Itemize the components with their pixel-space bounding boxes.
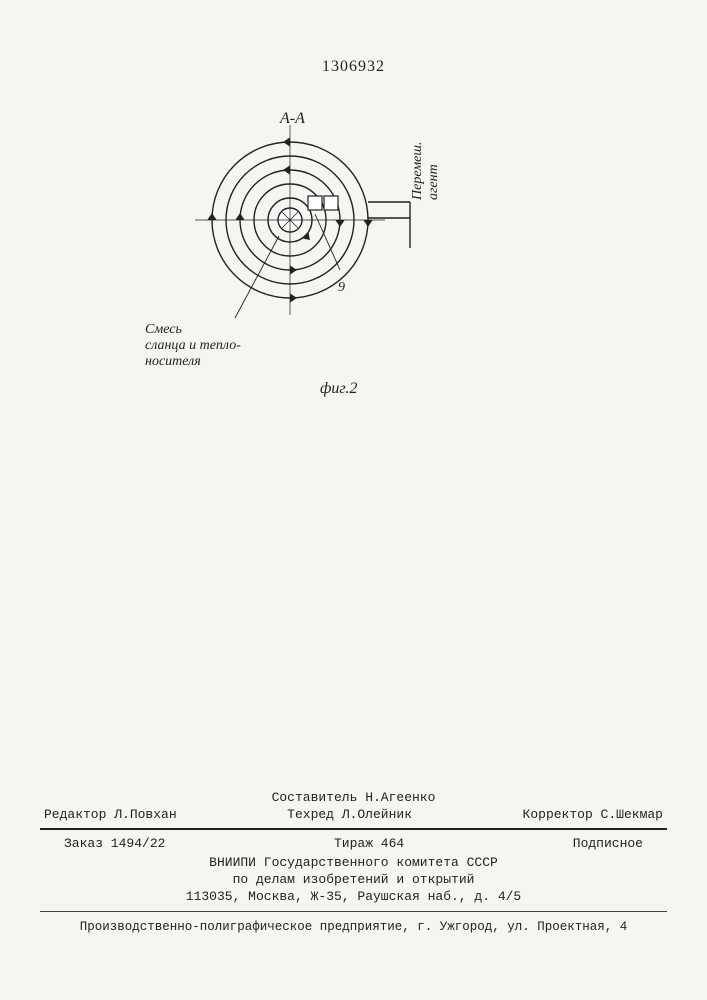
editor-line: Редактор Л.Повхан bbox=[44, 807, 177, 822]
org-line-1: ВНИИПИ Государственного комитета СССР bbox=[209, 855, 498, 870]
corrector-line: Корректор С.Шекмар bbox=[523, 807, 663, 822]
figure-caption: фиг.2 bbox=[320, 380, 357, 398]
tirazh: Тираж 464 bbox=[334, 836, 404, 851]
label-mixture-l1: Смесь bbox=[145, 322, 182, 337]
ref-numeral-9: 9 bbox=[338, 280, 345, 296]
imprint-block: Составитель Н.Агеенко Редактор Л.Повхан … bbox=[40, 790, 667, 917]
org-address: 113035, Москва, Ж-35, Раушская наб., д. … bbox=[186, 889, 521, 904]
composer-line: Составитель Н.Агеенко bbox=[40, 790, 667, 805]
printer-line: Производственно-полиграфическое предприя… bbox=[40, 920, 667, 934]
divider-1 bbox=[40, 828, 667, 830]
label-mixture-l3: носителя bbox=[145, 354, 201, 369]
label-agent: Перемеш. агент bbox=[410, 142, 442, 200]
order-number: Заказ 1494/22 bbox=[64, 836, 165, 851]
page-root: 1306932 А-А 9 Смесь сланца и тепло- носи… bbox=[0, 0, 707, 1000]
label-mixture-l2: сланца и тепло- bbox=[145, 338, 241, 353]
label-agent-l2: агент bbox=[426, 164, 441, 200]
tech-line: Техред Л.Олейник bbox=[287, 807, 412, 822]
label-mixture: Смесь сланца и тепло- носителя bbox=[145, 322, 241, 370]
org-line-2: по делам изобретений и открытий bbox=[233, 872, 475, 887]
podpisnoe: Подписное bbox=[573, 836, 643, 851]
label-agent-l1: Перемеш. bbox=[410, 142, 425, 200]
divider-2 bbox=[40, 911, 667, 912]
document-number: 1306932 bbox=[0, 58, 707, 76]
